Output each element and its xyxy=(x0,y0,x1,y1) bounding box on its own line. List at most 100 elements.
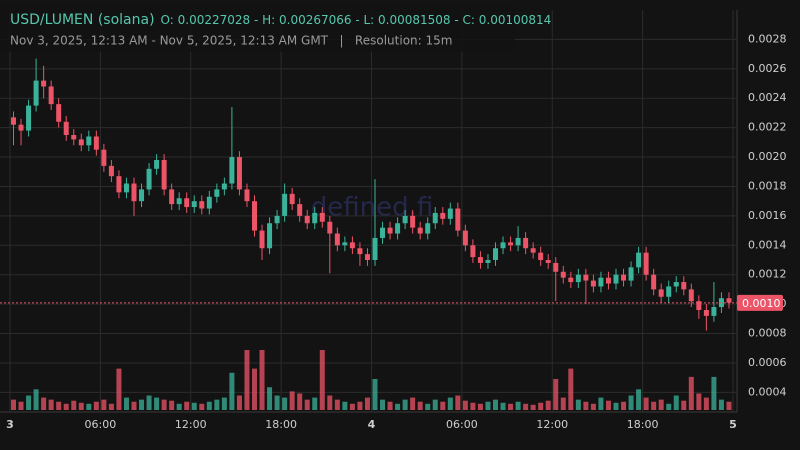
candle-body xyxy=(304,215,310,224)
candle-body xyxy=(726,298,732,303)
volume-bar xyxy=(33,389,39,410)
volume-bar xyxy=(259,350,265,410)
candle-body xyxy=(673,282,679,287)
volume-bar xyxy=(252,368,257,410)
candle-body xyxy=(206,196,212,209)
volume-bar xyxy=(18,401,24,410)
volume-bar xyxy=(636,389,642,410)
x-tick-label: 06:00 xyxy=(446,418,478,431)
candle-body xyxy=(568,277,574,283)
candle-body xyxy=(18,124,24,131)
candle-body xyxy=(297,204,303,216)
volume-bar xyxy=(523,403,529,410)
volume-bar xyxy=(651,401,657,410)
candle-body xyxy=(48,86,54,105)
candle-body xyxy=(327,221,333,234)
candle-body xyxy=(214,189,220,197)
candle-body xyxy=(628,267,634,281)
candle-body xyxy=(199,201,205,209)
volume-bar xyxy=(688,376,694,410)
volume-bar xyxy=(199,403,205,410)
volume-bar xyxy=(545,400,551,410)
candle-body xyxy=(108,165,114,177)
candle-body xyxy=(229,157,235,184)
candle-body xyxy=(711,307,717,316)
volume-bar xyxy=(78,402,84,410)
volume-bar xyxy=(621,401,627,410)
volume-bar xyxy=(48,399,54,410)
y-tick-label: 0.0028 xyxy=(748,32,787,45)
volume-bar xyxy=(131,401,137,410)
candle-body xyxy=(417,227,423,234)
candle-body xyxy=(380,227,386,238)
volume-bar xyxy=(161,399,167,410)
candle-body xyxy=(161,160,167,190)
candle-body xyxy=(252,201,257,231)
candle-body xyxy=(432,212,438,224)
candle-body xyxy=(500,242,506,249)
volume-bar xyxy=(553,378,559,410)
volume-bar xyxy=(432,399,438,410)
candle-body xyxy=(425,223,431,234)
volume-bar xyxy=(470,402,476,410)
candle-body xyxy=(538,252,544,260)
x-tick-label: 3 xyxy=(6,418,14,431)
candle-body xyxy=(154,160,160,169)
y-tick-label: 0.0016 xyxy=(748,209,787,222)
volume-bar xyxy=(327,395,333,410)
volume-bar xyxy=(605,400,611,410)
candle-body xyxy=(116,176,122,193)
candle-body xyxy=(523,237,529,249)
volume-bar xyxy=(666,403,672,410)
volume-bar xyxy=(236,395,242,410)
candle-body xyxy=(364,254,370,260)
candle-body xyxy=(71,135,77,140)
volume-bar xyxy=(508,403,514,410)
volume-bar xyxy=(455,395,461,410)
volume-bar xyxy=(244,350,250,410)
candle-body xyxy=(78,139,84,146)
candle-body xyxy=(357,248,363,255)
candle-body xyxy=(63,121,69,135)
candle-body xyxy=(244,189,250,202)
candle-body xyxy=(455,208,461,231)
candle-body xyxy=(26,105,32,131)
candle-body xyxy=(605,277,611,284)
candle-body xyxy=(191,201,197,208)
volume-bar xyxy=(628,395,634,410)
volume-bar xyxy=(26,395,32,410)
y-tick-label: 0.0020 xyxy=(748,150,787,163)
candle-body xyxy=(440,212,446,219)
candle-body xyxy=(658,289,664,297)
x-tick-label: 5 xyxy=(729,418,737,431)
volume-bar xyxy=(282,397,288,410)
x-tick-label: 4 xyxy=(368,418,376,431)
candle-body xyxy=(349,242,355,249)
volume-bar xyxy=(673,395,679,410)
volume-bar xyxy=(357,401,363,410)
candle-body xyxy=(146,168,152,190)
candle-body xyxy=(11,117,16,125)
candle-body xyxy=(621,274,627,281)
volume-bar xyxy=(485,401,491,410)
candle-body xyxy=(530,248,536,253)
price-label: 0.0010 xyxy=(742,297,781,310)
y-tick-label: 0.0024 xyxy=(748,91,787,104)
candle-body xyxy=(86,136,92,146)
volume-bar xyxy=(56,401,62,410)
volume-bar xyxy=(108,403,114,410)
candle-body xyxy=(312,212,318,224)
candle-body xyxy=(334,233,340,246)
candle-body xyxy=(93,136,99,150)
candle-body xyxy=(470,245,476,258)
candle-body xyxy=(176,198,182,205)
volume-bar xyxy=(86,403,92,410)
candle-body xyxy=(221,183,227,190)
volume-bar xyxy=(658,399,664,410)
volume-bar xyxy=(41,397,47,410)
candle-body xyxy=(485,260,491,263)
candle-body xyxy=(131,183,137,202)
candle-body xyxy=(462,230,468,246)
candle-body xyxy=(508,242,514,246)
volume-bar xyxy=(643,397,649,410)
